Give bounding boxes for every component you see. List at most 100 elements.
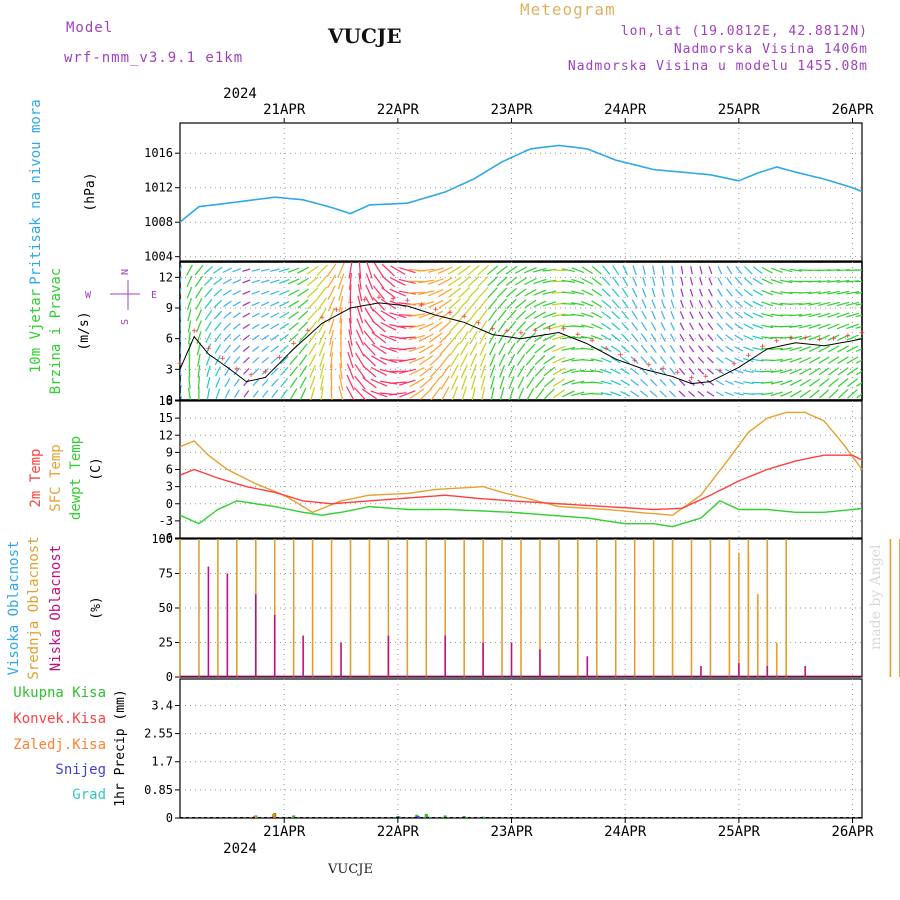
wind-arrow: [381, 287, 396, 299]
wind-arrow: [689, 277, 694, 286]
wind-arrow: [780, 390, 793, 397]
wind-arrow: [439, 331, 452, 344]
wind-arrow: [319, 352, 325, 368]
wind-arrow: [660, 310, 666, 320]
wind-arrow: [408, 302, 426, 306]
y-tick-label: -3: [159, 514, 173, 528]
wind-arrow: [371, 355, 387, 366]
wind-arrow: [242, 301, 251, 307]
wind-arrow: [661, 265, 665, 275]
wind-arrow: [270, 334, 280, 341]
wind-arrow: [298, 354, 308, 366]
wind-arrow: [469, 330, 478, 345]
wind-arrow: [542, 279, 557, 284]
wind-gust-marker: +: [731, 360, 737, 370]
wind-arrow: [611, 333, 621, 342]
wind-arrow: [600, 380, 612, 385]
wind-arrow: [779, 347, 793, 351]
date-label-bottom: 24APR: [604, 824, 647, 840]
wind-arrow: [428, 332, 443, 343]
wind-arrow: [278, 279, 290, 284]
wind-gust-marker: +: [717, 367, 723, 377]
wind-arrow: [306, 276, 319, 287]
wind-arrow: [827, 301, 840, 307]
wind-arrow: [497, 298, 508, 310]
wind-arrow: [855, 359, 862, 364]
wind-arrow: [641, 287, 647, 298]
wind-arrow: [349, 284, 352, 302]
panel-frame: [179, 678, 863, 819]
wind-arrow: [818, 367, 830, 376]
wind-arrow: [320, 386, 324, 400]
wind-arrow: [601, 311, 612, 319]
wind-arrow: [734, 357, 744, 363]
wind-arrow: [828, 378, 839, 388]
wind-arrow: [232, 290, 242, 296]
wind-arrow: [631, 322, 639, 331]
wind-arrow: [366, 262, 373, 279]
wind-arrow: [348, 318, 353, 335]
wind-arrow: [534, 344, 546, 354]
wind-arrow: [808, 291, 821, 295]
wind-arrow: [680, 288, 684, 297]
wind-arrow: [346, 374, 355, 391]
wind-arrow: [278, 268, 290, 273]
sfc-temp-line: [179, 411, 863, 516]
wind-arrow: [600, 368, 612, 374]
wind-arrow: [279, 311, 290, 319]
wind-arrow: [847, 378, 859, 387]
wind-arrow: [251, 334, 260, 341]
wind-arrow: [232, 279, 242, 284]
wind-arrow: [508, 365, 515, 378]
wind-arrow: [809, 378, 821, 387]
wind-arrow: [562, 390, 575, 398]
y-tick-label: 1016: [144, 146, 173, 160]
wind-arrow: [743, 300, 754, 308]
wind-arrow: [678, 367, 686, 375]
wind-arrow: [447, 276, 462, 287]
wind-arrow: [507, 342, 516, 355]
wind-arrow: [679, 322, 685, 331]
wind-arrow: [251, 268, 261, 272]
y-tick-label: 1.7: [151, 755, 173, 769]
wind-arrow: [799, 356, 812, 364]
wind-arrow: [307, 320, 318, 333]
wind-arrow: [270, 345, 279, 353]
wind-arrow: [398, 278, 416, 284]
wind-arrow: [298, 343, 308, 355]
wind-arrow: [707, 300, 713, 308]
wind-arrow: [798, 324, 812, 329]
wind-arrow: [780, 369, 793, 374]
wind-arrow: [299, 387, 307, 400]
wind-arrow: [610, 379, 621, 386]
wind-arrow: [196, 331, 202, 344]
wind-arrow: [339, 352, 343, 369]
y-tick-label: 1004: [144, 250, 173, 264]
wind-arrow: [261, 367, 269, 375]
pressure-axis-title: Pritisak na nivou mora: [28, 99, 44, 284]
wind-arrow: [487, 287, 498, 299]
wind-arrow: [669, 333, 676, 342]
wind-arrow: [789, 346, 802, 352]
compass-s: S: [120, 319, 131, 325]
wind-arrow: [429, 354, 442, 367]
wind-arrow: [661, 299, 666, 309]
wind-arrow: [213, 299, 223, 309]
temp-unit: (C): [89, 457, 104, 480]
wind-arrow: [680, 299, 684, 308]
wind-arrow: [362, 365, 377, 378]
wind-arrow: [450, 364, 459, 379]
wind-arrow: [408, 334, 425, 341]
wind-arrow: [514, 266, 528, 274]
wind-arrow: [818, 356, 830, 364]
wind-arrow: [600, 357, 612, 363]
wind-gust-marker: +: [433, 305, 439, 315]
wind-arrow: [389, 312, 407, 319]
wind-arrow: [261, 345, 270, 352]
wind-arrow: [837, 356, 849, 365]
wind-arrow: [222, 289, 232, 296]
wind-arrow: [508, 387, 515, 400]
wind-arrow: [306, 265, 319, 275]
wind-gust-marker: +: [831, 334, 837, 344]
